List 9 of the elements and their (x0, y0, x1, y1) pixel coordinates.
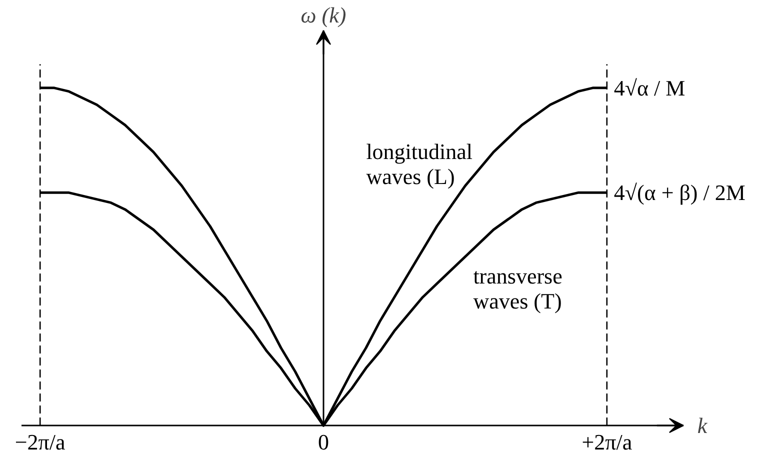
y-axis-title: ω (k) (300, 2, 346, 28)
annotation: 4√α / M (614, 75, 686, 100)
x-tick-label: +2π/a (582, 430, 632, 455)
series-label: longitudinal waves (L) (366, 138, 473, 189)
series-label: transverse waves (T) (473, 264, 562, 314)
x-tick-label: −2π/a (14, 430, 66, 455)
x-tick-label: 0 (318, 430, 329, 455)
x-axis-title: k (697, 413, 708, 438)
annotation: 4√(α + β) / 2M (614, 180, 746, 206)
